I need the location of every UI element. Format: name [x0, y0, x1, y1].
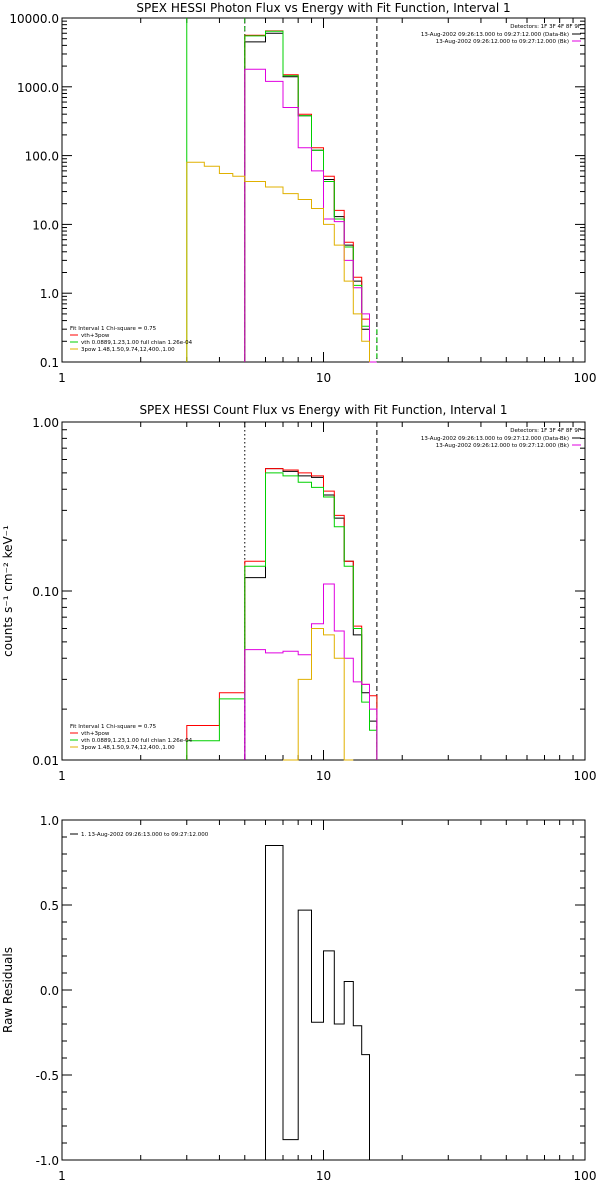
series-line-5 — [283, 628, 354, 761]
y-axis-label: counts s⁻¹ cm⁻² keV⁻¹ — [1, 525, 15, 657]
x-tick-label: 10 — [316, 769, 331, 783]
legend-header: Fit Interval 1 Chi-square = 0.75 — [70, 724, 157, 730]
y-tick-label: 1000.0 — [17, 81, 59, 95]
series-line-3 — [244, 30, 377, 363]
legend-label: vth 0.0889,1.23,1.00 full chian 1.26e-04 — [81, 738, 193, 744]
chart-panel-1: SPEX HESSI Photon Flux vs Energy with Fi… — [9, 1, 596, 385]
series-line-4 — [244, 583, 378, 760]
y-tick-label: 10000.0 — [9, 12, 59, 26]
legend-header: Fit Interval 1 Chi-square = 0.75 — [70, 326, 157, 332]
x-tick-label: 100 — [574, 371, 597, 385]
y-axis-label: Raw Residuals — [1, 947, 15, 1033]
y-tick-label: 0.0 — [40, 984, 59, 998]
legend-label: vth+3pow — [81, 731, 110, 737]
x-tick-label: 100 — [574, 1169, 597, 1183]
x-tick-label: 10 — [316, 371, 331, 385]
x-tick-label: 1 — [58, 371, 66, 385]
series-line-3 — [186, 472, 378, 760]
y-tick-label: 0.01 — [32, 754, 59, 768]
series-line-2 — [186, 468, 378, 760]
y-tick-label: 1.00 — [32, 416, 59, 430]
legend-header: Detectors: 1F 3F 4F 8F 9F — [510, 428, 581, 434]
y-tick-label: 0.10 — [32, 585, 59, 599]
legend-label: 13-Aug-2002 09:26:13.000 to 09:27:12.000… — [421, 32, 569, 38]
y-tick-label: 100.0 — [25, 150, 59, 164]
series-line-2 — [244, 30, 377, 363]
x-tick-label: 100 — [574, 769, 597, 783]
y-tick-label: 1.0 — [40, 287, 59, 301]
series-line-1 — [244, 468, 378, 760]
chart-title: SPEX HESSI Photon Flux vs Energy with Fi… — [136, 1, 510, 15]
legend-label: 3pow 1.48,1.50,9.74,12,400.,1.00 — [81, 745, 175, 751]
legend-label: 13-Aug-2002 09:26:12.000 to 09:27:12.000… — [436, 39, 569, 45]
legend-label: 1. 13-Aug-2002 09:26:13.000 to 09:27:12.… — [81, 832, 209, 838]
x-tick-label: 10 — [316, 1169, 331, 1183]
series-line-1 — [244, 845, 377, 1161]
series-line-5 — [186, 161, 370, 362]
series-line-4 — [244, 68, 377, 363]
y-tick-label: 1.0 — [40, 814, 59, 828]
chart-panel-2: SPEX HESSI Count Flux vs Energy with Fit… — [1, 403, 596, 783]
y-tick-label: -1.0 — [36, 1154, 59, 1168]
legend-label: 3pow 1.48,1.50,9.74,12,400.,1.00 — [81, 347, 175, 353]
series-line-1 — [244, 32, 377, 363]
x-tick-label: 1 — [58, 769, 66, 783]
y-tick-label: -0.5 — [36, 1069, 59, 1083]
legend-label: vth 0.0889,1.23,1.00 full chian 1.26e-04 — [81, 340, 193, 346]
legend-header: Detectors: 1F 3F 4F 8F 9F — [510, 24, 581, 30]
y-tick-label: 0.5 — [40, 899, 59, 913]
legend-label: 13-Aug-2002 09:26:12.000 to 09:27:12.000… — [436, 443, 569, 449]
legend-label: 13-Aug-2002 09:26:13.000 to 09:27:12.000… — [421, 436, 569, 442]
y-tick-label: 0.1 — [40, 356, 59, 370]
chart-title: SPEX HESSI Count Flux vs Energy with Fit… — [139, 403, 507, 417]
legend-label: vth+3pow — [81, 333, 110, 339]
chart-panel-3: 1 10 100 1.0 0.5 0.0 -0.5 -1.0 Raw Residuals 1. 1… — [1, 814, 596, 1183]
y-tick-label: 10.0 — [32, 218, 59, 232]
x-tick-label: 1 — [58, 1169, 66, 1183]
